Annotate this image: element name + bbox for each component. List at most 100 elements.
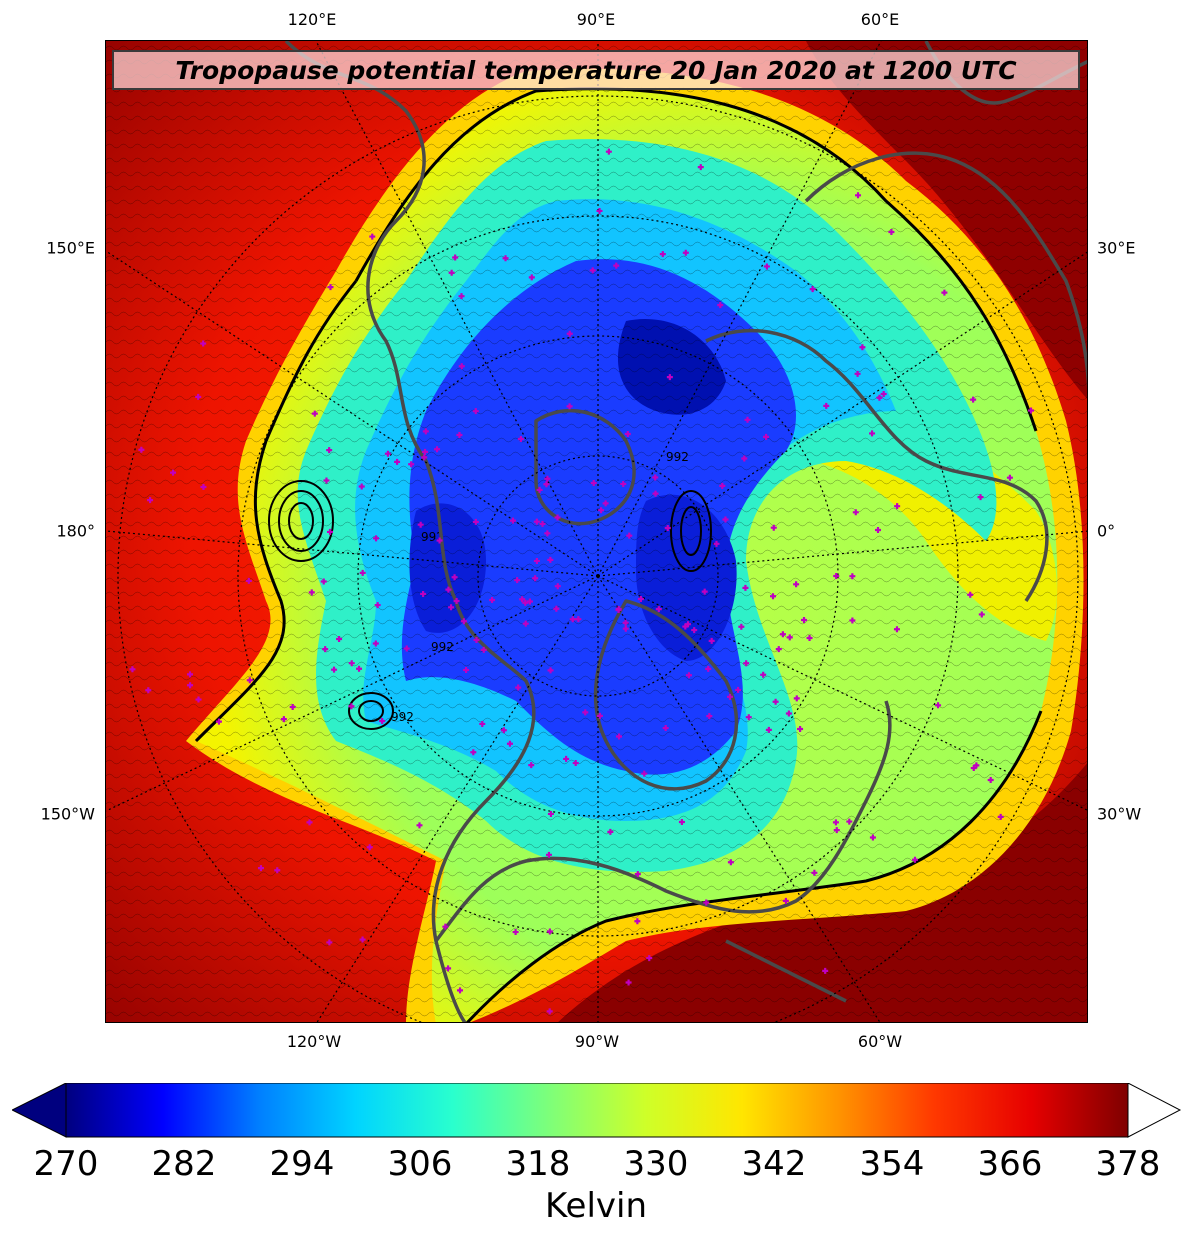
lon-label-bottom-1: 120°W: [286, 1032, 342, 1051]
station-marker-plus: [200, 483, 207, 490]
station-marker-plus: [859, 344, 866, 351]
station-marker-plus: [138, 446, 145, 453]
station-marker-plus: [978, 611, 985, 618]
station-marker-plus: [566, 403, 573, 410]
station-marker-plus: [195, 393, 202, 400]
station-marker-plus: [987, 776, 994, 783]
station-marker-plus: [770, 593, 777, 600]
lon-label-right-2: 0°: [1097, 521, 1116, 541]
station-marker-plus: [833, 573, 840, 580]
station-marker-plus: [849, 617, 856, 624]
station-marker-plus: [589, 267, 596, 274]
station-marker-plus: [775, 646, 782, 653]
station-marker-plus: [195, 696, 202, 703]
station-marker-plus: [782, 897, 789, 904]
station-marker-plus: [596, 207, 603, 214]
station-marker-plus: [997, 813, 1004, 820]
map-title: Tropopause potential temperature 20 Jan …: [175, 55, 1017, 85]
station-marker-plus: [539, 520, 546, 527]
station-marker-plus: [421, 454, 428, 461]
station-marker-plus: [772, 698, 779, 705]
station-marker-plus: [553, 605, 560, 612]
station-marker-plus: [596, 712, 603, 719]
title-box: Tropopause potential temperature 20 Jan …: [112, 50, 1080, 90]
station-marker-plus: [479, 720, 486, 727]
station-marker-plus: [457, 987, 464, 994]
colorbar-tick-label: 342: [741, 1144, 807, 1184]
lon-label-left-2: 180°: [56, 521, 95, 541]
lon-label-right-1: 30°E: [1097, 238, 1136, 258]
colorbar-extend-max: [1127, 1083, 1182, 1138]
station-marker-plus: [311, 410, 318, 417]
lon-label-left-3: 150°W: [40, 804, 95, 824]
station-marker-plus: [637, 595, 644, 602]
station-marker-plus: [187, 682, 194, 689]
station-marker-plus: [572, 760, 579, 767]
colorbar-extend-min: [12, 1083, 67, 1138]
colorbar: [12, 1083, 1182, 1138]
station-marker-plus: [509, 517, 516, 524]
station-marker-plus: [563, 755, 570, 762]
station-marker-plus: [514, 577, 521, 584]
station-marker-plus: [384, 450, 391, 457]
station-marker-plus: [659, 251, 666, 258]
colorbar-tick-label: 330: [623, 1144, 689, 1184]
station-marker-plus: [849, 573, 856, 580]
station-marker-plus: [515, 684, 522, 691]
station-marker-plus: [876, 394, 883, 401]
station-marker-plus: [280, 716, 287, 723]
station-marker-plus: [522, 599, 529, 606]
station-marker-plus: [684, 621, 691, 628]
station-marker-plus: [652, 474, 659, 481]
station-marker-plus: [763, 263, 770, 270]
station-marker-plus: [806, 635, 813, 642]
station-marker-plus: [888, 228, 895, 235]
station-marker-plus: [460, 618, 467, 625]
station-marker-plus: [554, 583, 561, 590]
station-marker-plus: [327, 284, 334, 291]
station-marker-plus: [1006, 474, 1013, 481]
station-marker-plus: [613, 262, 620, 269]
station-marker-plus: [453, 598, 460, 605]
station-marker-plus: [327, 528, 334, 535]
lon-label-top-3: 60°E: [860, 10, 900, 29]
station-marker-plus: [289, 704, 296, 711]
station-marker-plus: [145, 687, 152, 694]
station-marker-plus: [359, 936, 366, 943]
station-marker-plus: [472, 518, 479, 525]
station-marker-plus: [846, 818, 853, 825]
station-marker-plus: [451, 574, 458, 581]
station-marker-plus: [358, 483, 365, 490]
station-marker-plus: [545, 851, 552, 858]
station-marker-plus: [356, 665, 363, 672]
station-marker-plus: [532, 575, 539, 582]
station-marker-plus: [489, 596, 496, 603]
station-marker-plus: [506, 740, 513, 747]
station-marker-plus: [543, 481, 550, 488]
station-marker-plus: [528, 274, 535, 281]
station-marker-plus: [605, 148, 612, 155]
contour-label-4: 992: [391, 710, 414, 724]
station-marker-plus: [641, 770, 648, 777]
station-marker-plus: [373, 535, 380, 542]
station-marker-plus: [544, 475, 551, 482]
station-marker-plus: [348, 703, 355, 710]
contour-label-1: 992: [666, 450, 689, 464]
station-marker-plus: [626, 532, 633, 539]
station-marker-plus: [735, 686, 742, 693]
station-marker-plus: [306, 819, 313, 826]
tropopause-fold-line-3: [194, 280, 358, 743]
station-marker-plus: [322, 646, 329, 653]
station-marker-plus: [480, 646, 487, 653]
station-marker-plus: [634, 918, 641, 925]
pressure-contours: [268, 480, 712, 730]
station-marker-plus: [852, 509, 859, 516]
station-marker-plus: [786, 634, 793, 641]
station-marker-plus: [869, 430, 876, 437]
station-marker-plus: [701, 588, 708, 595]
lon-label-bottom-2: 90°W: [574, 1032, 620, 1051]
station-marker-plus: [458, 363, 465, 370]
station-marker-plus: [738, 623, 745, 630]
station-marker-plus: [359, 569, 366, 576]
station-marker-plus: [662, 725, 669, 732]
